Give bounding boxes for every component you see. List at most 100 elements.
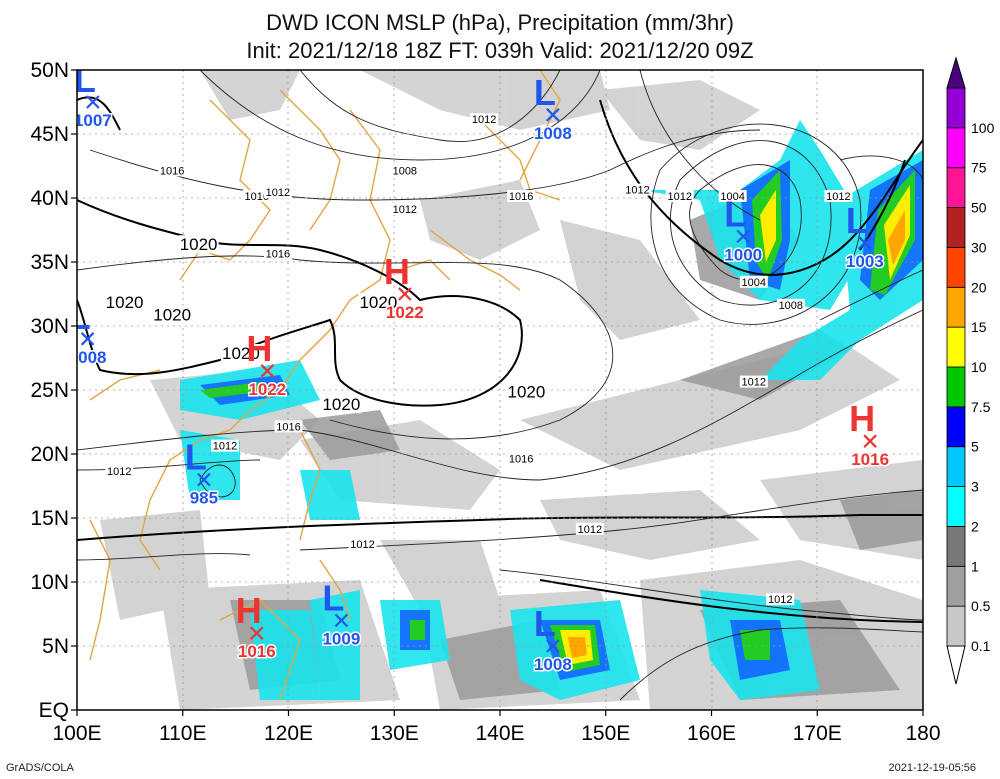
low-pressure-center: L 1009 — [321, 577, 362, 650]
isobar-label: 1016 — [266, 249, 290, 261]
isobar-label: 1012 — [266, 187, 290, 199]
pressure-center-letter: L — [74, 59, 96, 100]
bold-isobar-label: 1020 — [180, 235, 218, 254]
high-pressure-center: H 1016 — [849, 398, 890, 471]
lon-tick-label: 180 — [905, 722, 940, 745]
pressure-center-value: 1008 — [534, 124, 572, 143]
bold-label-bg — [104, 292, 145, 311]
pressure-center-letter: H — [849, 398, 875, 439]
colorbar-min-arrow — [946, 645, 966, 685]
isobar-label: 1012 — [826, 191, 850, 203]
colorbar-level-label: 2 — [971, 518, 979, 534]
pressure-center-letter: H — [236, 590, 262, 631]
isobar-label-bg — [575, 522, 604, 535]
bold-label-bg — [506, 382, 547, 401]
center-cross-icon — [858, 236, 872, 250]
pressure-center-letter: L — [534, 72, 556, 113]
pressure-center-value: 1016 — [851, 450, 889, 469]
pressure-center-letter: H — [246, 328, 272, 369]
isobar-label-bg — [776, 298, 805, 311]
pressure-center-letter: L — [322, 577, 344, 618]
isobar-label-bg — [718, 190, 747, 202]
pressure-center-letter: L — [724, 193, 746, 234]
isobar-label-bg — [274, 420, 303, 433]
isobar-label: 1008 — [393, 165, 417, 177]
lon-tick-label: 170E — [793, 722, 842, 745]
high-pressure-center: H 1022 — [246, 328, 287, 401]
isobar-label-bg — [390, 202, 419, 215]
colorbar-box — [946, 446, 966, 487]
colorbar-level-label: 5 — [971, 439, 979, 455]
lat-tick-label: 25N — [30, 379, 69, 402]
colorbar-box — [946, 366, 966, 408]
pressure-center-letter: L — [185, 437, 207, 478]
center-cross-icon — [398, 287, 412, 301]
isobar-label: 1012 — [350, 539, 374, 551]
isobar-label-bg — [766, 593, 795, 606]
isobar-label: 1012 — [668, 191, 692, 203]
colorbar-level-label: 100 — [971, 120, 995, 136]
pressure-center-value: 1008 — [69, 348, 107, 367]
lat-tick-label: 35N — [30, 251, 69, 274]
center-cross-icon — [260, 364, 275, 378]
bold-label-bg — [178, 235, 219, 254]
lat-tick-label: 30N — [30, 315, 69, 338]
colorbar-level-label: 1 — [971, 558, 979, 574]
center-cross-icon — [86, 95, 100, 109]
pressure-center-letter: L — [846, 200, 868, 241]
colorbar-box — [946, 406, 966, 448]
lon-tick-label: 130E — [370, 722, 419, 745]
isobar-label: 1016 — [160, 165, 184, 177]
colorbar-level-label: 0.5 — [971, 598, 991, 614]
pressure-center-value: 1009 — [322, 629, 360, 648]
isobars-bold — [77, 96, 923, 623]
isobar-labels: 1012 1008 1016 1016 1012 1012 1016 1012 1012 1004… — [105, 113, 853, 606]
colorbar-box — [946, 127, 966, 169]
center-cross-icon — [736, 229, 751, 244]
center-cross-icon — [197, 472, 211, 487]
isobars-thin — [77, 70, 923, 701]
colorbar-box — [946, 486, 966, 527]
bold-isobar-label: 1020 — [153, 306, 191, 325]
lat-tick-label: 50N — [30, 59, 69, 82]
lat-tick-label: 40N — [30, 187, 69, 210]
isobar-label-bg — [739, 275, 768, 288]
bold-isobar-labels: 1020 1020 1020 1020 1020 1020 1020 — [104, 235, 547, 414]
isobar-label: 1012 — [107, 466, 131, 478]
isobar-label-bg — [348, 538, 377, 551]
isobar-label: 1016 — [509, 191, 533, 203]
lon-tick-label: 100E — [52, 722, 101, 745]
footer-timestamp: 2021-12-19-05:56 — [888, 762, 976, 774]
plot-area: 1012 1008 1016 1016 1012 1012 1016 1012 1012 1004… — [69, 59, 923, 710]
map-subtitle: Init: 2021/12/18 18Z FT: 039h Valid: 202… — [246, 38, 754, 63]
bold-isobar-label: 1020 — [359, 293, 397, 312]
pressure-center-value: 1008 — [534, 655, 572, 674]
isobar-label: 1016 — [276, 421, 300, 433]
isobar-label: 1016 — [509, 453, 533, 465]
lat-tick-label: 10N — [30, 571, 69, 594]
low-pressure-center: L 1003 — [844, 200, 885, 272]
isobar-label-bg — [263, 247, 292, 260]
high-pressure-center: H 1022 — [384, 251, 425, 324]
isobar-label-bg — [507, 452, 536, 465]
isobar-label-bg — [507, 190, 536, 202]
lon-tick-label: 150E — [581, 722, 630, 745]
colorbar-level-label: 3 — [971, 479, 979, 495]
low-pressure-center: L 1007 — [74, 59, 113, 132]
isobar-label-bg — [824, 190, 853, 202]
center-cross-icon — [80, 332, 95, 346]
high-pressure-center: H 1016 — [236, 590, 277, 663]
colorbar-box — [946, 605, 966, 647]
colorbar-box — [946, 167, 966, 208]
pressure-center-value: 1022 — [386, 303, 424, 322]
bold-label-bg — [321, 395, 362, 414]
colorbar-box — [946, 286, 966, 328]
pressure-center-value: 1022 — [248, 380, 286, 399]
lon-tick-label: 140E — [475, 722, 524, 745]
center-cross-icon — [546, 639, 560, 653]
colorbar-level-label: 20 — [971, 279, 987, 295]
isobar-label: 1012 — [213, 441, 237, 453]
bold-label-bg — [220, 344, 261, 362]
isobar-label: 1004 — [742, 277, 766, 289]
